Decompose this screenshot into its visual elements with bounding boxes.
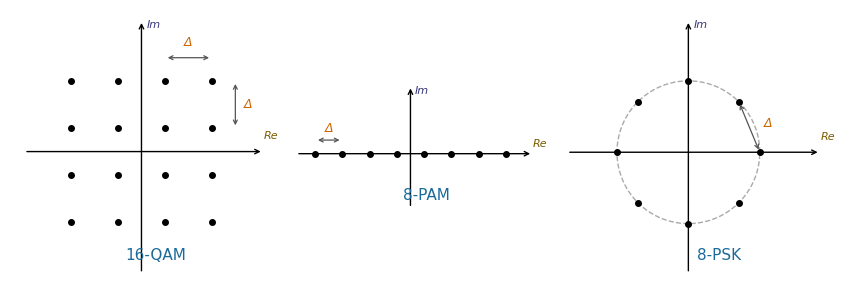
- Text: Re: Re: [263, 131, 278, 141]
- Text: Re: Re: [533, 139, 547, 149]
- Text: 8-PSK: 8-PSK: [697, 249, 741, 264]
- Text: Im: Im: [694, 20, 707, 30]
- Text: Im: Im: [146, 20, 161, 30]
- Text: Δ: Δ: [325, 122, 333, 135]
- Text: Δ: Δ: [184, 36, 193, 49]
- Text: Re: Re: [821, 132, 835, 142]
- Text: 16-QAM: 16-QAM: [125, 249, 186, 264]
- Text: Im: Im: [415, 86, 429, 96]
- Text: 8-PAM: 8-PAM: [403, 188, 450, 203]
- Text: Δ: Δ: [244, 98, 252, 111]
- Text: Δ: Δ: [764, 117, 772, 130]
